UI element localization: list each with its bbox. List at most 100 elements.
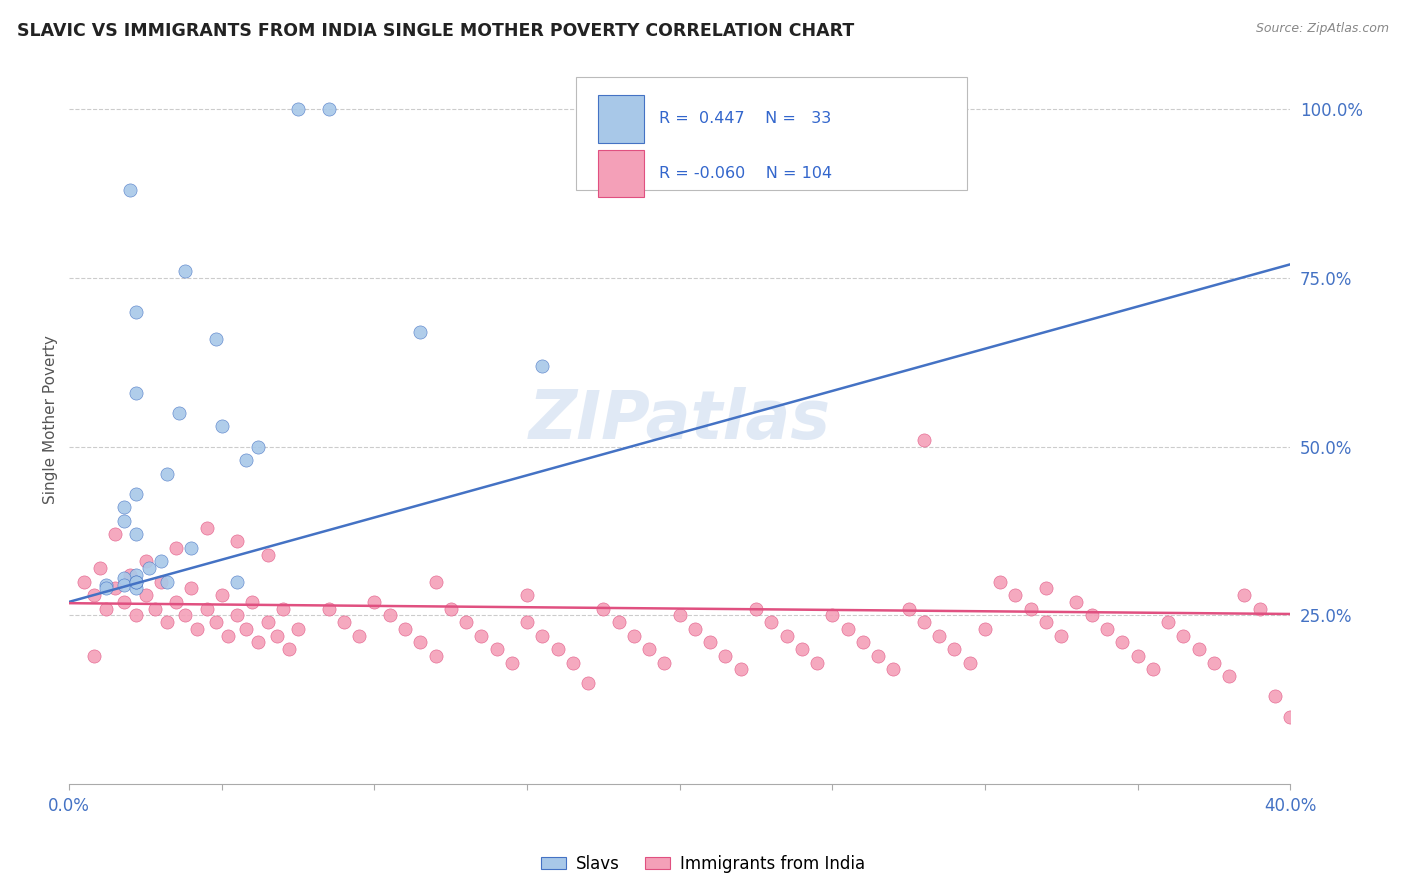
Point xyxy=(699,635,721,649)
Point xyxy=(882,662,904,676)
Point xyxy=(1264,690,1286,704)
Point xyxy=(149,574,172,589)
Point xyxy=(287,102,309,116)
Point xyxy=(94,601,117,615)
Point xyxy=(714,648,737,663)
Legend: Slavs, Immigrants from India: Slavs, Immigrants from India xyxy=(534,848,872,880)
Point xyxy=(318,102,340,116)
Point xyxy=(287,622,309,636)
Point xyxy=(454,615,477,629)
Point xyxy=(868,648,890,663)
Point xyxy=(1173,629,1195,643)
Point xyxy=(668,608,690,623)
Point xyxy=(211,588,233,602)
Point xyxy=(112,514,135,528)
Point xyxy=(363,595,385,609)
FancyBboxPatch shape xyxy=(576,77,966,190)
Point xyxy=(912,433,935,447)
Point xyxy=(974,622,997,636)
Point xyxy=(89,561,111,575)
Point xyxy=(94,578,117,592)
Point xyxy=(516,588,538,602)
Point xyxy=(226,574,249,589)
Point xyxy=(180,582,202,596)
Point xyxy=(125,582,148,596)
Point xyxy=(278,642,301,657)
Point xyxy=(1050,629,1073,643)
Point xyxy=(959,656,981,670)
Point xyxy=(1066,595,1088,609)
Point xyxy=(547,642,569,657)
Point xyxy=(1187,642,1209,657)
Point xyxy=(440,601,463,615)
Point xyxy=(247,440,270,454)
Point xyxy=(775,629,797,643)
Point xyxy=(112,500,135,515)
Point xyxy=(912,615,935,629)
Point xyxy=(1035,582,1057,596)
Point xyxy=(112,571,135,585)
Text: R = -0.060    N = 104: R = -0.060 N = 104 xyxy=(659,166,832,181)
Point xyxy=(125,608,148,623)
Point xyxy=(125,304,148,318)
Point xyxy=(821,608,844,623)
Point xyxy=(425,574,447,589)
Point xyxy=(125,487,148,501)
Point xyxy=(271,601,294,615)
Bar xyxy=(598,95,644,143)
Point xyxy=(1035,615,1057,629)
Point xyxy=(125,567,148,582)
Point xyxy=(837,622,859,636)
Point xyxy=(1004,588,1026,602)
Point xyxy=(235,453,257,467)
Point xyxy=(1080,608,1102,623)
Point xyxy=(592,601,614,615)
Point xyxy=(623,629,645,643)
Text: ZIPatlas: ZIPatlas xyxy=(529,386,831,452)
Point xyxy=(156,615,179,629)
Point xyxy=(592,102,614,116)
Point xyxy=(125,574,148,589)
Point xyxy=(247,635,270,649)
Point xyxy=(1126,648,1149,663)
Point xyxy=(394,622,416,636)
Point xyxy=(1157,615,1180,629)
Bar xyxy=(598,150,644,197)
Point xyxy=(790,642,813,657)
Point xyxy=(378,608,401,623)
Point xyxy=(186,622,208,636)
Point xyxy=(561,656,583,670)
Point xyxy=(180,541,202,555)
Point xyxy=(266,629,288,643)
Point xyxy=(125,527,148,541)
Point xyxy=(576,675,599,690)
Point xyxy=(761,615,783,629)
Point xyxy=(149,554,172,568)
Point xyxy=(156,467,179,481)
Point xyxy=(138,561,160,575)
Point xyxy=(347,629,370,643)
Point xyxy=(806,656,828,670)
Point xyxy=(988,574,1011,589)
Point xyxy=(83,588,105,602)
Point xyxy=(135,588,157,602)
Point xyxy=(638,642,661,657)
Point xyxy=(120,567,142,582)
Point xyxy=(745,601,768,615)
Point xyxy=(143,601,166,615)
Point xyxy=(943,642,966,657)
Text: Source: ZipAtlas.com: Source: ZipAtlas.com xyxy=(1256,22,1389,36)
Point xyxy=(1019,601,1042,615)
Point xyxy=(195,601,218,615)
Point xyxy=(94,582,117,596)
Point xyxy=(256,615,278,629)
Point xyxy=(240,595,263,609)
Point xyxy=(217,629,239,643)
Point xyxy=(112,595,135,609)
Point xyxy=(607,615,630,629)
Point xyxy=(195,520,218,534)
Point xyxy=(135,554,157,568)
Point xyxy=(425,648,447,663)
Point xyxy=(485,642,508,657)
Point xyxy=(73,574,96,589)
